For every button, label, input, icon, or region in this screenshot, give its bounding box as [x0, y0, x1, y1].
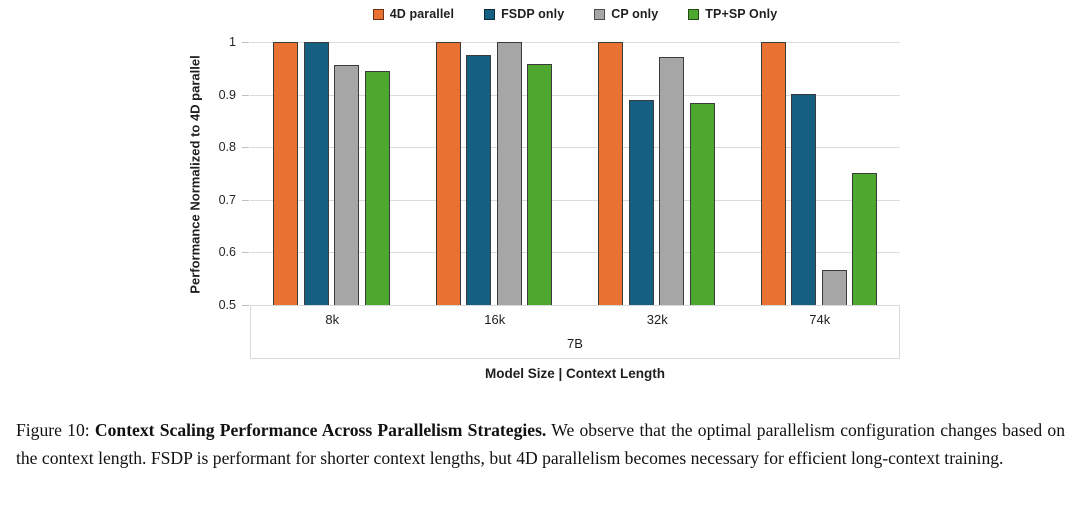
- caption-bold-title: Context Scaling Performance Across Paral…: [94, 420, 547, 440]
- gridline: [250, 252, 900, 254]
- legend-item: 4D parallel: [372, 7, 455, 21]
- chart-legend: 4D parallel FSDP only CP only TP+SP Only: [250, 7, 900, 21]
- figure-caption: Figure 10: Context Scaling Performance A…: [16, 416, 1065, 472]
- bar: [760, 42, 786, 305]
- legend-label: FSDP only: [501, 7, 565, 21]
- y-tick-label: 0.5: [218, 298, 236, 312]
- legend-swatch-icon: [594, 8, 606, 20]
- legend-label: TP+SP Only: [705, 7, 778, 21]
- bar: [527, 64, 552, 305]
- legend-item: TP+SP Only: [688, 7, 777, 21]
- gridline: [250, 42, 900, 43]
- bar: [689, 103, 715, 305]
- bar: [334, 65, 359, 305]
- legend-item: CP only: [594, 7, 658, 21]
- y-tick-label: 0.7: [218, 192, 236, 207]
- gridline: [250, 199, 900, 201]
- plot-area: [250, 0, 900, 306]
- caption-body-text: We observe that the optimal parallelism …: [16, 420, 1066, 468]
- y-tick-mark: [242, 305, 249, 306]
- y-tick-mark: [242, 147, 249, 149]
- legend-label: 4D parallel: [389, 7, 455, 21]
- figure-chart: 4D parallel FSDP only CP only TP+SP Only Pe…: [186, 0, 900, 381]
- y-tick-label: 1: [229, 35, 236, 49]
- bar: [364, 71, 390, 305]
- y-tick-mark: [242, 199, 249, 201]
- category-axis-band: 8k 16k 32k 74k 7B: [250, 305, 900, 359]
- bar: [273, 42, 298, 305]
- y-tick-mark: [242, 252, 249, 254]
- x-axis-title: Model Size | Context Length: [484, 366, 666, 381]
- y-tick-mark: [242, 42, 249, 43]
- gridline: [250, 94, 900, 96]
- bar: [303, 42, 329, 305]
- y-tick-mark: [242, 94, 249, 96]
- x-category-label: 8k: [325, 312, 340, 327]
- y-tick-label: 0.8: [218, 140, 236, 155]
- bar: [598, 42, 623, 305]
- legend-label: CP only: [611, 7, 659, 21]
- x-category-label: 74k: [809, 312, 831, 327]
- gridline: [250, 147, 900, 149]
- bar: [821, 270, 847, 305]
- bar: [466, 55, 491, 305]
- y-tick-label: 0.9: [218, 87, 236, 102]
- x-category-label: 32k: [646, 312, 668, 327]
- bar: [435, 42, 461, 305]
- legend-swatch-icon: [484, 8, 496, 20]
- legend-item: FSDP only: [484, 7, 564, 21]
- legend-swatch-icon: [688, 8, 700, 20]
- group-label: 7B: [567, 336, 583, 351]
- caption-figure-number: Figure 10:: [16, 420, 95, 440]
- y-tick-label: 0.6: [218, 245, 236, 260]
- bar: [659, 57, 684, 305]
- legend-swatch-icon: [372, 8, 384, 20]
- bar: [628, 100, 654, 305]
- y-axis-title: Performance Normalized to 4D parallel: [186, 40, 204, 308]
- x-category-label: 16k: [484, 312, 506, 327]
- bar: [791, 94, 816, 305]
- bar: [852, 173, 877, 305]
- bar: [496, 42, 522, 305]
